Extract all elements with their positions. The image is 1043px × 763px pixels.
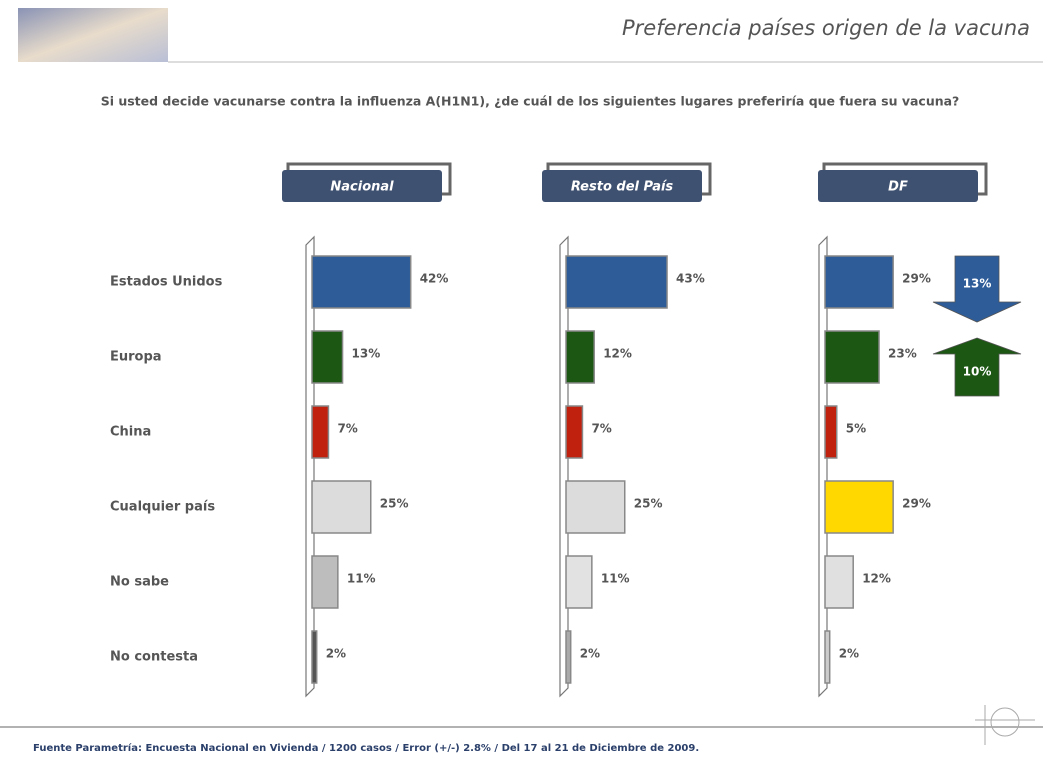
change-arrow xyxy=(932,255,1022,323)
change-label: 13% xyxy=(963,277,992,291)
bar xyxy=(565,330,595,384)
value-label: 7% xyxy=(591,422,611,436)
bar xyxy=(565,255,668,309)
value-label: 25% xyxy=(380,497,409,511)
bar xyxy=(311,480,372,534)
tab xyxy=(282,170,442,202)
bar xyxy=(565,555,593,609)
bar xyxy=(565,630,572,684)
slide-title: Preferencia países origen de la vacuna xyxy=(622,16,1030,40)
panel-title: DF xyxy=(888,180,908,195)
bar xyxy=(311,630,318,684)
change-arrow xyxy=(932,337,1022,397)
logo xyxy=(975,705,1035,745)
value-label: 42% xyxy=(420,272,449,286)
bar xyxy=(565,405,584,459)
category-label: No sabe xyxy=(110,575,169,590)
panel-title: Resto del País xyxy=(571,180,674,195)
value-label: 7% xyxy=(337,422,357,436)
header-photo xyxy=(18,8,168,62)
value-label: 29% xyxy=(902,497,931,511)
tab xyxy=(542,170,702,202)
bar xyxy=(824,405,838,459)
question: Si usted decide vacunarse contra la infl… xyxy=(101,94,960,109)
value-label: 2% xyxy=(839,647,859,661)
value-label: 11% xyxy=(601,572,630,586)
bar xyxy=(824,480,894,534)
bar xyxy=(824,630,831,684)
value-label: 13% xyxy=(352,347,381,361)
category-label: Europa xyxy=(110,350,162,365)
change-label: 10% xyxy=(963,365,992,379)
category-label: Estados Unidos xyxy=(110,275,223,290)
bar xyxy=(565,480,626,534)
value-label: 23% xyxy=(888,347,917,361)
bar xyxy=(311,555,339,609)
category-label: Cualquier país xyxy=(110,500,215,515)
value-label: 12% xyxy=(603,347,632,361)
footer: Fuente Parametría: Encuesta Nacional en … xyxy=(33,742,699,754)
value-label: 29% xyxy=(902,272,931,286)
value-label: 25% xyxy=(634,497,663,511)
bar xyxy=(824,255,894,309)
category-label: No contesta xyxy=(110,650,198,665)
tab xyxy=(818,170,978,202)
bar xyxy=(311,255,412,309)
panel-title: Nacional xyxy=(330,180,394,195)
bar xyxy=(311,330,344,384)
bar xyxy=(311,405,330,459)
value-label: 5% xyxy=(846,422,866,436)
value-label: 2% xyxy=(580,647,600,661)
category-label: China xyxy=(110,425,151,440)
value-label: 11% xyxy=(347,572,376,586)
value-label: 12% xyxy=(862,572,891,586)
value-label: 43% xyxy=(676,272,705,286)
bar xyxy=(824,330,880,384)
value-label: 2% xyxy=(326,647,346,661)
bar xyxy=(824,555,854,609)
